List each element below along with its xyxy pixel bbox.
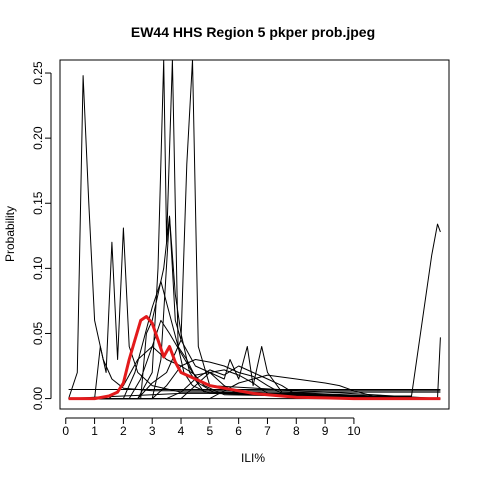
y-tick-label: 0.20 xyxy=(31,126,45,150)
plot-frame xyxy=(59,59,450,410)
series-line-5 xyxy=(68,215,441,400)
series-line-6 xyxy=(68,280,441,400)
x-tick-label: 10 xyxy=(347,424,361,438)
y-tick-label: 0.10 xyxy=(31,256,45,280)
series-line-3 xyxy=(68,59,441,400)
y-tick-label: 0.00 xyxy=(31,387,45,411)
y-tick-label: 0.15 xyxy=(31,191,45,215)
average-series-layer xyxy=(68,315,441,401)
series-line-8 xyxy=(68,359,441,400)
series-line-4 xyxy=(68,59,441,400)
x-tick-label: 4 xyxy=(178,424,185,438)
x-axis: 0 1 2 3 4 5 6 7 8 9 10 xyxy=(62,417,361,438)
series-line-7 xyxy=(68,319,441,400)
x-tick-label: 2 xyxy=(120,424,127,438)
average-series-line xyxy=(68,315,441,401)
chart-title: EW44 HHS Region 5 pkper prob.jpeg xyxy=(131,24,375,40)
x-tick-label: 0 xyxy=(62,424,69,438)
series-line-2 xyxy=(68,227,441,400)
x-tick-label: 5 xyxy=(206,424,213,438)
x-tick-label: 3 xyxy=(149,424,156,438)
series-line-1 xyxy=(68,75,441,399)
y-tick-label: 0.05 xyxy=(31,321,45,345)
x-tick-label: 9 xyxy=(322,424,329,438)
y-axis-label: Probability xyxy=(3,206,17,262)
x-tick-label: 6 xyxy=(235,424,242,438)
series-line-16 xyxy=(68,339,441,400)
x-axis-label: ILI% xyxy=(241,451,265,465)
x-tick-label: 7 xyxy=(264,424,271,438)
series-line-10 xyxy=(68,346,441,400)
y-axis: 0.00 0.05 0.10 0.15 0.20 0.25 xyxy=(31,61,52,411)
series-layer xyxy=(68,59,441,400)
y-tick-label: 0.25 xyxy=(31,61,45,85)
x-tick-label: 8 xyxy=(293,424,300,438)
x-tick-label: 1 xyxy=(91,424,98,438)
